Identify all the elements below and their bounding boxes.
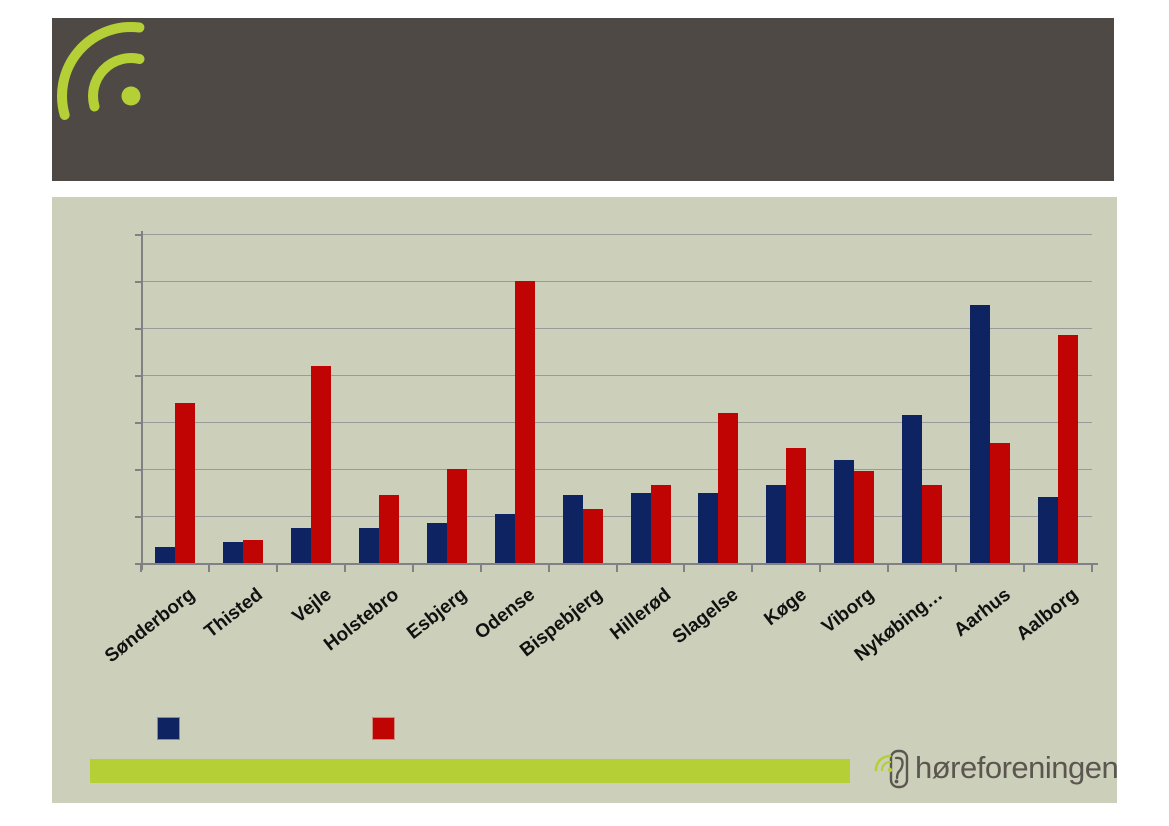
x-axis-tick	[479, 565, 482, 572]
brand-logo: høreforeningen	[866, 744, 1119, 792]
bar-aalborg-s1	[1038, 497, 1059, 563]
bar-odense-s1	[494, 513, 515, 563]
x-tick-label: Viborg	[818, 584, 879, 638]
bar-slagelse-s1	[698, 492, 719, 563]
y-axis-tick	[135, 468, 141, 471]
x-tick-label: Esbjerg	[403, 584, 472, 644]
y-axis-tick	[135, 563, 141, 565]
x-tick-label: Sønderborg	[101, 584, 200, 668]
gridline	[141, 469, 1092, 470]
x-axis-tick	[751, 565, 754, 572]
ear-logo-icon	[874, 749, 909, 789]
bar-holstebro-s1	[358, 527, 379, 563]
header-banner	[52, 18, 1114, 181]
bar-sønderborg-s1	[155, 546, 175, 563]
bar-esbjerg-s2	[446, 469, 467, 563]
bar-aalborg-s2	[1058, 335, 1079, 563]
x-axis-tick	[1023, 565, 1026, 572]
bar-bispebjerg-s2	[582, 508, 603, 563]
bar-odense-s2	[514, 281, 535, 563]
bar-aarhus-s1	[970, 304, 991, 563]
x-axis-line	[141, 563, 1098, 565]
bar-aarhus-s2	[990, 443, 1011, 563]
x-axis-tick	[343, 565, 346, 572]
bar-viborg-s1	[834, 459, 855, 563]
bar-hillerød-s1	[630, 492, 651, 563]
gridline	[141, 234, 1092, 235]
x-tick-label: Slagelse	[669, 584, 743, 649]
bar-thisted-s1	[222, 541, 243, 563]
bar-vejle-s1	[290, 527, 311, 563]
y-axis-tick	[135, 280, 141, 283]
x-axis-tick	[615, 565, 618, 572]
brand-name: høreforeningen	[915, 750, 1119, 785]
x-axis-tick	[207, 565, 210, 572]
bar-hillerød-s2	[650, 485, 671, 563]
bar-thisted-s2	[242, 539, 263, 563]
bar-holstebro-s2	[378, 494, 399, 563]
x-axis-tick	[819, 565, 822, 572]
gridline	[141, 375, 1092, 376]
bar-esbjerg-s1	[426, 523, 447, 563]
x-tick-label: Thisted	[201, 584, 268, 643]
x-axis-tick	[887, 565, 890, 572]
y-axis-tick	[135, 374, 141, 377]
plot-area: Sønderborg Thisted Vejle Holstebro Esbjerg Od…	[52, 197, 1117, 803]
x-axis-tick	[140, 565, 142, 572]
gridline	[141, 422, 1092, 423]
bar-nykøbing…-s1	[902, 414, 923, 563]
x-axis-tick	[1091, 565, 1093, 572]
gridline	[141, 328, 1092, 329]
x-axis-tick	[547, 565, 550, 572]
x-axis-tick	[411, 565, 414, 572]
x-tick-label: Holstebro	[320, 584, 404, 656]
legend-swatch-series-1	[157, 717, 180, 740]
y-axis-tick	[135, 327, 141, 330]
y-axis-tick	[135, 515, 141, 518]
x-tick-label: Aarhus	[949, 584, 1015, 642]
bar-nykøbing…-s2	[922, 485, 943, 563]
bar-slagelse-s2	[718, 412, 739, 563]
bar-køge-s2	[786, 447, 807, 563]
y-axis-line	[141, 231, 143, 570]
x-axis-tick	[683, 565, 686, 572]
legend-swatch-series-2	[372, 717, 395, 740]
bar-køge-s1	[766, 485, 787, 563]
y-axis-tick	[135, 421, 141, 424]
bar-sønderborg-s2	[175, 403, 195, 563]
x-axis-tick	[275, 565, 278, 572]
x-tick-label: Hillerød	[606, 584, 675, 645]
bar-vejle-s2	[310, 365, 331, 563]
x-axis-tick	[955, 565, 958, 572]
y-axis-tick	[135, 233, 141, 236]
x-tick-label: Vejle	[288, 584, 336, 628]
chart-panel: Sønderborg Thisted Vejle Holstebro Esbjerg Od…	[52, 197, 1119, 803]
gridline	[141, 281, 1092, 282]
x-tick-label: Køge	[760, 584, 811, 631]
signal-arcs-icon	[57, 22, 145, 120]
gridline	[141, 516, 1092, 517]
bar-viborg-s2	[854, 471, 875, 563]
x-tick-label: Aalborg	[1012, 584, 1083, 645]
green-accent-bar	[90, 759, 850, 783]
bar-bispebjerg-s1	[562, 494, 583, 563]
